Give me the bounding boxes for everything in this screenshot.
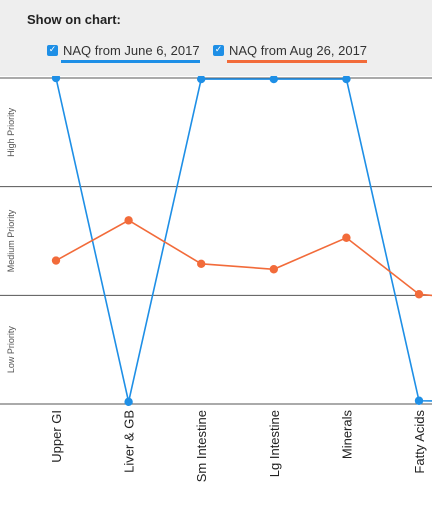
data-point bbox=[414, 396, 424, 405]
x-tick-label: Lg Intestine bbox=[267, 410, 282, 477]
x-tick-label: Upper GI bbox=[49, 410, 64, 463]
priority-line-chart: High Priority Medium Priority Low Priority… bbox=[0, 76, 432, 482]
data-point bbox=[269, 265, 278, 274]
data-point bbox=[342, 76, 351, 84]
x-tick-label: Sm Intestine bbox=[194, 410, 209, 482]
band-label: Medium Priority bbox=[6, 209, 16, 272]
series-line bbox=[55, 219, 432, 297]
data-point bbox=[51, 76, 61, 83]
legend-label-aug: NAQ from Aug 26, 2017 bbox=[229, 42, 368, 58]
data-point bbox=[124, 397, 133, 407]
band-label: Low Priority bbox=[6, 326, 16, 374]
x-tick-label: Minerals bbox=[339, 410, 354, 460]
data-point bbox=[124, 216, 133, 225]
legend-toggle-aug[interactable]: ✓ NAQ from Aug 26, 2017 bbox=[213, 40, 368, 63]
series-line bbox=[55, 77, 432, 403]
data-point bbox=[414, 290, 424, 299]
band-label: High Priority bbox=[6, 107, 16, 157]
data-point bbox=[342, 233, 351, 242]
checkbox-icon[interactable]: ✓ bbox=[213, 44, 224, 56]
checkbox-icon[interactable]: ✓ bbox=[47, 44, 58, 56]
legend-line-june bbox=[61, 60, 200, 63]
data-point bbox=[269, 76, 278, 84]
legend-label-june: NAQ from June 6, 2017 bbox=[63, 42, 200, 58]
chart-options-panel: Show on chart: ✓ NAQ from June 6, 2017 ✓… bbox=[0, 0, 432, 76]
x-tick-label: Fatty Acids bbox=[412, 410, 427, 474]
legend-line-aug bbox=[227, 60, 368, 63]
legend-toggle-june[interactable]: ✓ NAQ from June 6, 2017 bbox=[47, 40, 200, 63]
x-tick-label: Liver & GB bbox=[122, 410, 137, 473]
panel-title: Show on chart: bbox=[27, 12, 121, 27]
data-point bbox=[197, 259, 206, 269]
data-point bbox=[51, 256, 61, 265]
data-point bbox=[197, 76, 206, 84]
